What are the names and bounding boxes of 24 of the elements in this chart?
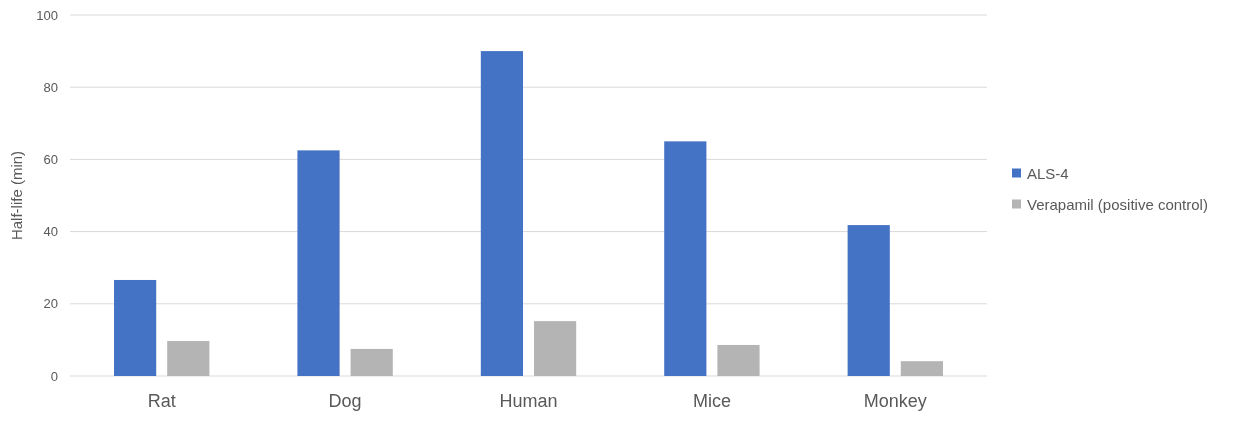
y-tick-label: 60 [43, 151, 58, 167]
bar [480, 51, 523, 376]
y-tick-label: 80 [43, 79, 58, 95]
bar [847, 225, 890, 376]
x-tick-label: Monkey [863, 391, 927, 411]
bar [114, 279, 157, 376]
legend-label: Verapamil (positive control) [1027, 195, 1208, 213]
bar [664, 141, 707, 376]
bar [350, 348, 393, 376]
y-tick-label: 20 [43, 296, 58, 312]
x-tick-label: Rat [147, 391, 176, 411]
y-tick-label: 40 [43, 224, 58, 240]
y-tick-label: 0 [50, 368, 58, 384]
y-tick-label: 100 [36, 7, 58, 23]
y-axis-title: Half-life (min) [8, 150, 25, 241]
bar [297, 150, 340, 376]
x-tick-label: Human [499, 391, 558, 411]
x-tick-label: Dog [328, 391, 362, 411]
bar [717, 344, 760, 376]
bar [534, 321, 577, 376]
bar [167, 340, 210, 376]
bar [900, 361, 943, 376]
x-tick-label: Mice [692, 391, 731, 411]
legend-label: ALS-4 [1027, 164, 1069, 182]
